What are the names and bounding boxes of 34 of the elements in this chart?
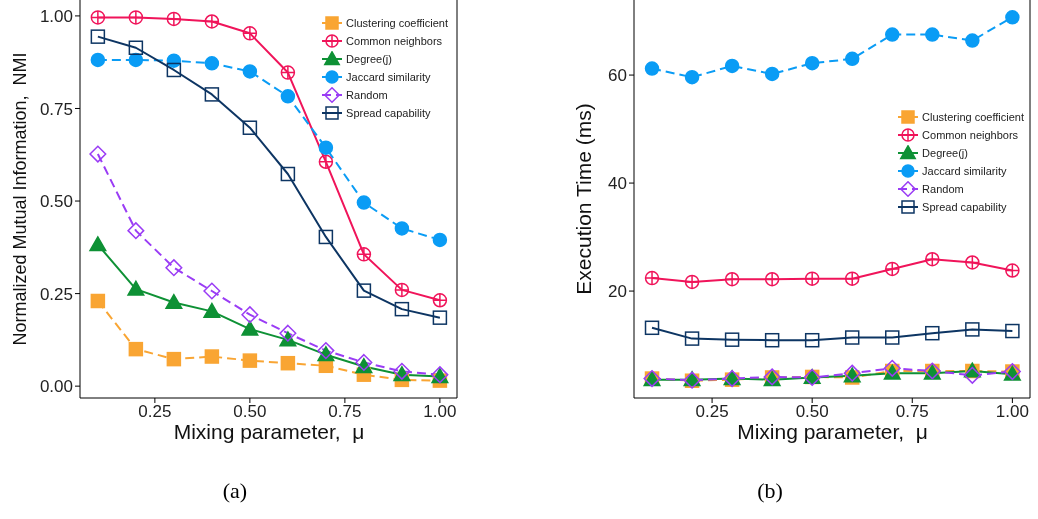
- y-tick-label: 1.00: [39, 6, 73, 26]
- y-tick-label: 60: [608, 66, 627, 86]
- legend-label: Common neighbors: [346, 35, 443, 47]
- legend-label: Clustering coefficient: [346, 17, 448, 29]
- legend-label: Clustering coefficient: [922, 111, 1024, 123]
- y-axis-title: Execution Time (ms): [571, 102, 596, 297]
- y-axis-title: Normalized Mutual Information, NMI: [9, 51, 31, 348]
- legend-label: Degree(j): [346, 53, 392, 65]
- x-axis-title: Mixing parameter, μ: [172, 420, 366, 444]
- x-axis-title: Mixing parameter, μ: [736, 420, 929, 444]
- legend-label: Common neighbors: [922, 129, 1019, 141]
- text: (a): [221, 478, 249, 504]
- x-tick-label: 0.50: [233, 402, 267, 422]
- x-tick-label: 0.25: [138, 402, 172, 422]
- y-tick-label: 0.75: [39, 99, 73, 119]
- x-tick-label: 0.75: [328, 402, 362, 422]
- legend-label: Degree(j): [922, 147, 968, 159]
- legend-label: Spread capability: [346, 107, 431, 119]
- legend-label: Jaccard similarity: [346, 71, 431, 83]
- x-tick-label: 0.75: [895, 402, 929, 422]
- legend-label: Spread capability: [922, 201, 1007, 213]
- legend-label: Random: [922, 183, 964, 195]
- x-tick-label: 0.50: [795, 402, 829, 422]
- y-tick-label: 0.50: [39, 192, 73, 212]
- legend-label: Random: [346, 89, 388, 101]
- y-tick-label: 0.00: [39, 377, 73, 397]
- x-tick-label: 0.25: [695, 402, 729, 422]
- y-tick-label: 0.25: [39, 284, 73, 304]
- y-tick-label: 40: [608, 174, 627, 194]
- legend-label: Jaccard similarity: [922, 165, 1007, 177]
- y-tick-label: 20: [608, 282, 627, 302]
- text: (b): [756, 478, 784, 504]
- x-tick-label: 1.00: [423, 402, 457, 422]
- x-tick-label: 1.00: [995, 402, 1029, 422]
